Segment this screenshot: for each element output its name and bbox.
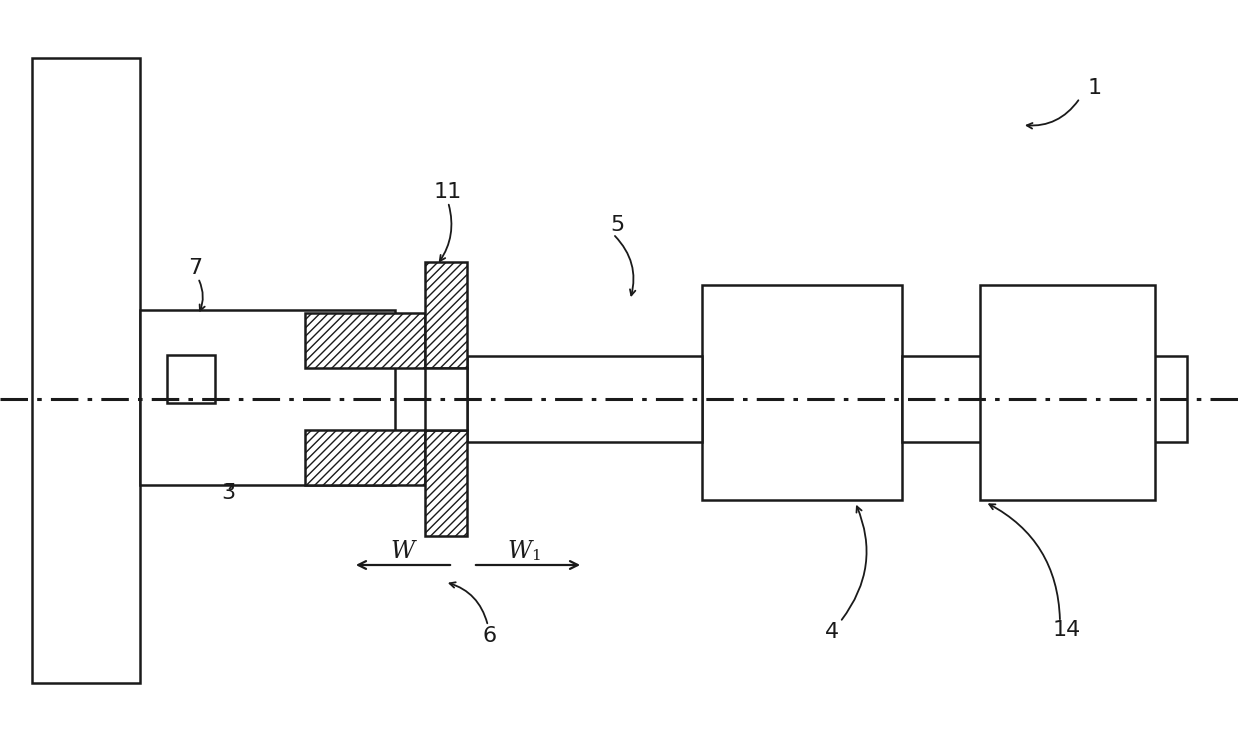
Bar (702, 285, 901, 500)
Bar (305, 313, 425, 368)
Text: W: W (391, 539, 415, 562)
Text: 3: 3 (221, 483, 236, 503)
Bar (140, 310, 396, 485)
Text: 6: 6 (482, 626, 497, 646)
Bar (32, 58, 140, 683)
Bar (167, 355, 215, 403)
Text: 14: 14 (1053, 620, 1081, 640)
Bar (980, 285, 1154, 500)
Bar (467, 356, 702, 442)
Text: 11: 11 (434, 182, 463, 202)
Text: 1: 1 (531, 549, 541, 563)
Bar (425, 262, 467, 368)
Text: 5: 5 (610, 215, 624, 235)
Text: W: W (508, 539, 532, 562)
Bar (901, 356, 1187, 442)
Text: 7: 7 (188, 258, 202, 278)
Bar (425, 430, 467, 536)
Bar (305, 430, 425, 485)
Text: 1: 1 (1087, 78, 1102, 98)
Bar (425, 368, 467, 430)
Text: 4: 4 (825, 622, 839, 642)
